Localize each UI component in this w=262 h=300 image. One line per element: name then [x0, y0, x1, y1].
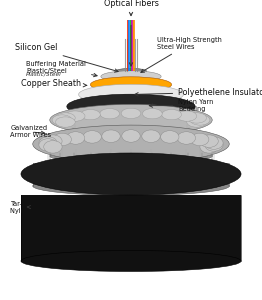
Polygon shape [33, 163, 229, 186]
Polygon shape [101, 82, 161, 86]
Ellipse shape [200, 141, 218, 153]
Ellipse shape [50, 104, 212, 136]
Ellipse shape [101, 83, 161, 89]
Ellipse shape [190, 133, 209, 146]
Ellipse shape [39, 139, 57, 151]
Ellipse shape [161, 131, 179, 143]
Ellipse shape [56, 113, 75, 123]
Ellipse shape [83, 131, 101, 143]
Ellipse shape [52, 115, 72, 125]
Ellipse shape [101, 71, 161, 82]
Polygon shape [50, 136, 212, 156]
Ellipse shape [102, 130, 120, 142]
Ellipse shape [187, 117, 206, 127]
Ellipse shape [90, 93, 172, 101]
Text: Nylon Yarn
Bedding: Nylon Yarn Bedding [149, 99, 214, 112]
Ellipse shape [177, 132, 195, 144]
Text: Copper Sheath: Copper Sheath [21, 80, 87, 88]
Ellipse shape [80, 110, 100, 120]
Text: Polyethelene Insulator: Polyethelene Insulator [135, 88, 262, 97]
Ellipse shape [44, 141, 62, 153]
Ellipse shape [143, 109, 162, 119]
Ellipse shape [122, 130, 140, 142]
Text: Buffering Material
Plastic/Steel: Buffering Material Plastic/Steel [26, 61, 97, 77]
Ellipse shape [33, 176, 229, 196]
Ellipse shape [65, 111, 85, 121]
Ellipse shape [205, 137, 223, 149]
Ellipse shape [53, 133, 72, 146]
Ellipse shape [177, 111, 197, 121]
Ellipse shape [44, 135, 62, 147]
Ellipse shape [162, 110, 182, 120]
Ellipse shape [79, 103, 183, 114]
Ellipse shape [100, 109, 119, 119]
Polygon shape [115, 74, 147, 79]
Polygon shape [21, 195, 241, 261]
Text: Silicon Gel: Silicon Gel [15, 44, 118, 72]
Ellipse shape [142, 130, 160, 142]
Ellipse shape [79, 84, 183, 105]
Polygon shape [67, 119, 195, 122]
Ellipse shape [21, 153, 241, 195]
Ellipse shape [190, 115, 210, 125]
Ellipse shape [115, 77, 147, 80]
Ellipse shape [67, 115, 195, 128]
Ellipse shape [200, 135, 218, 147]
Ellipse shape [90, 77, 172, 92]
Ellipse shape [115, 68, 147, 74]
Ellipse shape [33, 125, 229, 163]
Ellipse shape [187, 113, 206, 123]
Text: Galvanized
Armor Wires: Galvanized Armor Wires [10, 125, 52, 139]
Ellipse shape [21, 250, 241, 272]
Text: Tar-Soaked
Nylon Yarn: Tar-Soaked Nylon Yarn [10, 200, 47, 214]
Text: Ultra-High Strength
Steel Wires: Ultra-High Strength Steel Wires [141, 37, 222, 72]
Polygon shape [90, 92, 172, 97]
Ellipse shape [39, 137, 57, 149]
Ellipse shape [50, 148, 212, 164]
Ellipse shape [121, 108, 141, 118]
Ellipse shape [67, 132, 85, 144]
Text: Plastic/Steel: Plastic/Steel [26, 71, 62, 76]
Text: Optical Fibers: Optical Fibers [103, 0, 159, 8]
Polygon shape [79, 105, 183, 109]
Ellipse shape [56, 117, 75, 127]
Ellipse shape [67, 94, 195, 119]
Ellipse shape [205, 139, 223, 151]
